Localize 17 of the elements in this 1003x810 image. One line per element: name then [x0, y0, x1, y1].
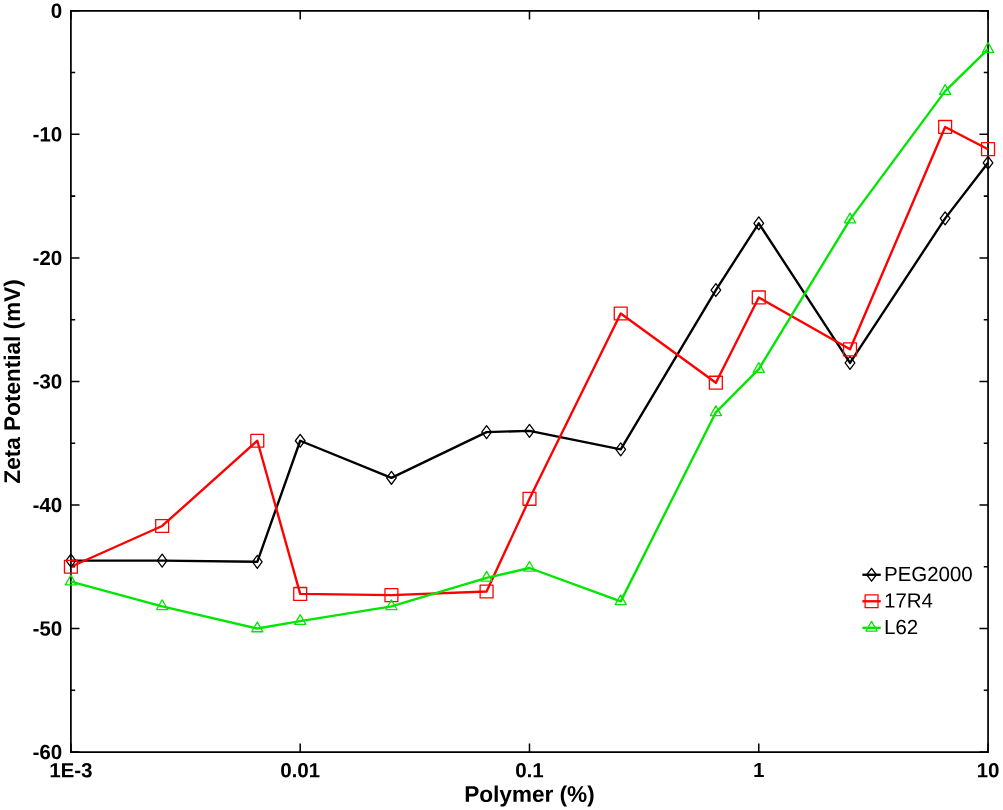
y-tick-label: -50: [33, 621, 62, 636]
x-axis-title: Polymer (%): [465, 785, 594, 807]
legend-label: 17R4: [885, 593, 933, 608]
legend-label: PEG2000: [885, 566, 972, 582]
x-tick-label: 0.1: [516, 762, 544, 778]
x-tick-label: 1E-3: [50, 762, 92, 778]
y-tick-label: -30: [33, 374, 62, 389]
x-tick-label: 1: [754, 762, 764, 777]
y-tick-label: -60: [33, 744, 62, 760]
legend-label: L62: [885, 619, 918, 635]
y-tick-label: -40: [33, 497, 62, 513]
x-tick-label: 0.01: [281, 762, 320, 778]
y-tick-label: -10: [33, 127, 62, 142]
y-axis-title: Zeta Potential (mV): [3, 280, 25, 483]
y-tick-label: 0: [51, 3, 62, 18]
x-tick-label: 10: [977, 762, 999, 778]
y-tick-label: -20: [33, 250, 62, 266]
